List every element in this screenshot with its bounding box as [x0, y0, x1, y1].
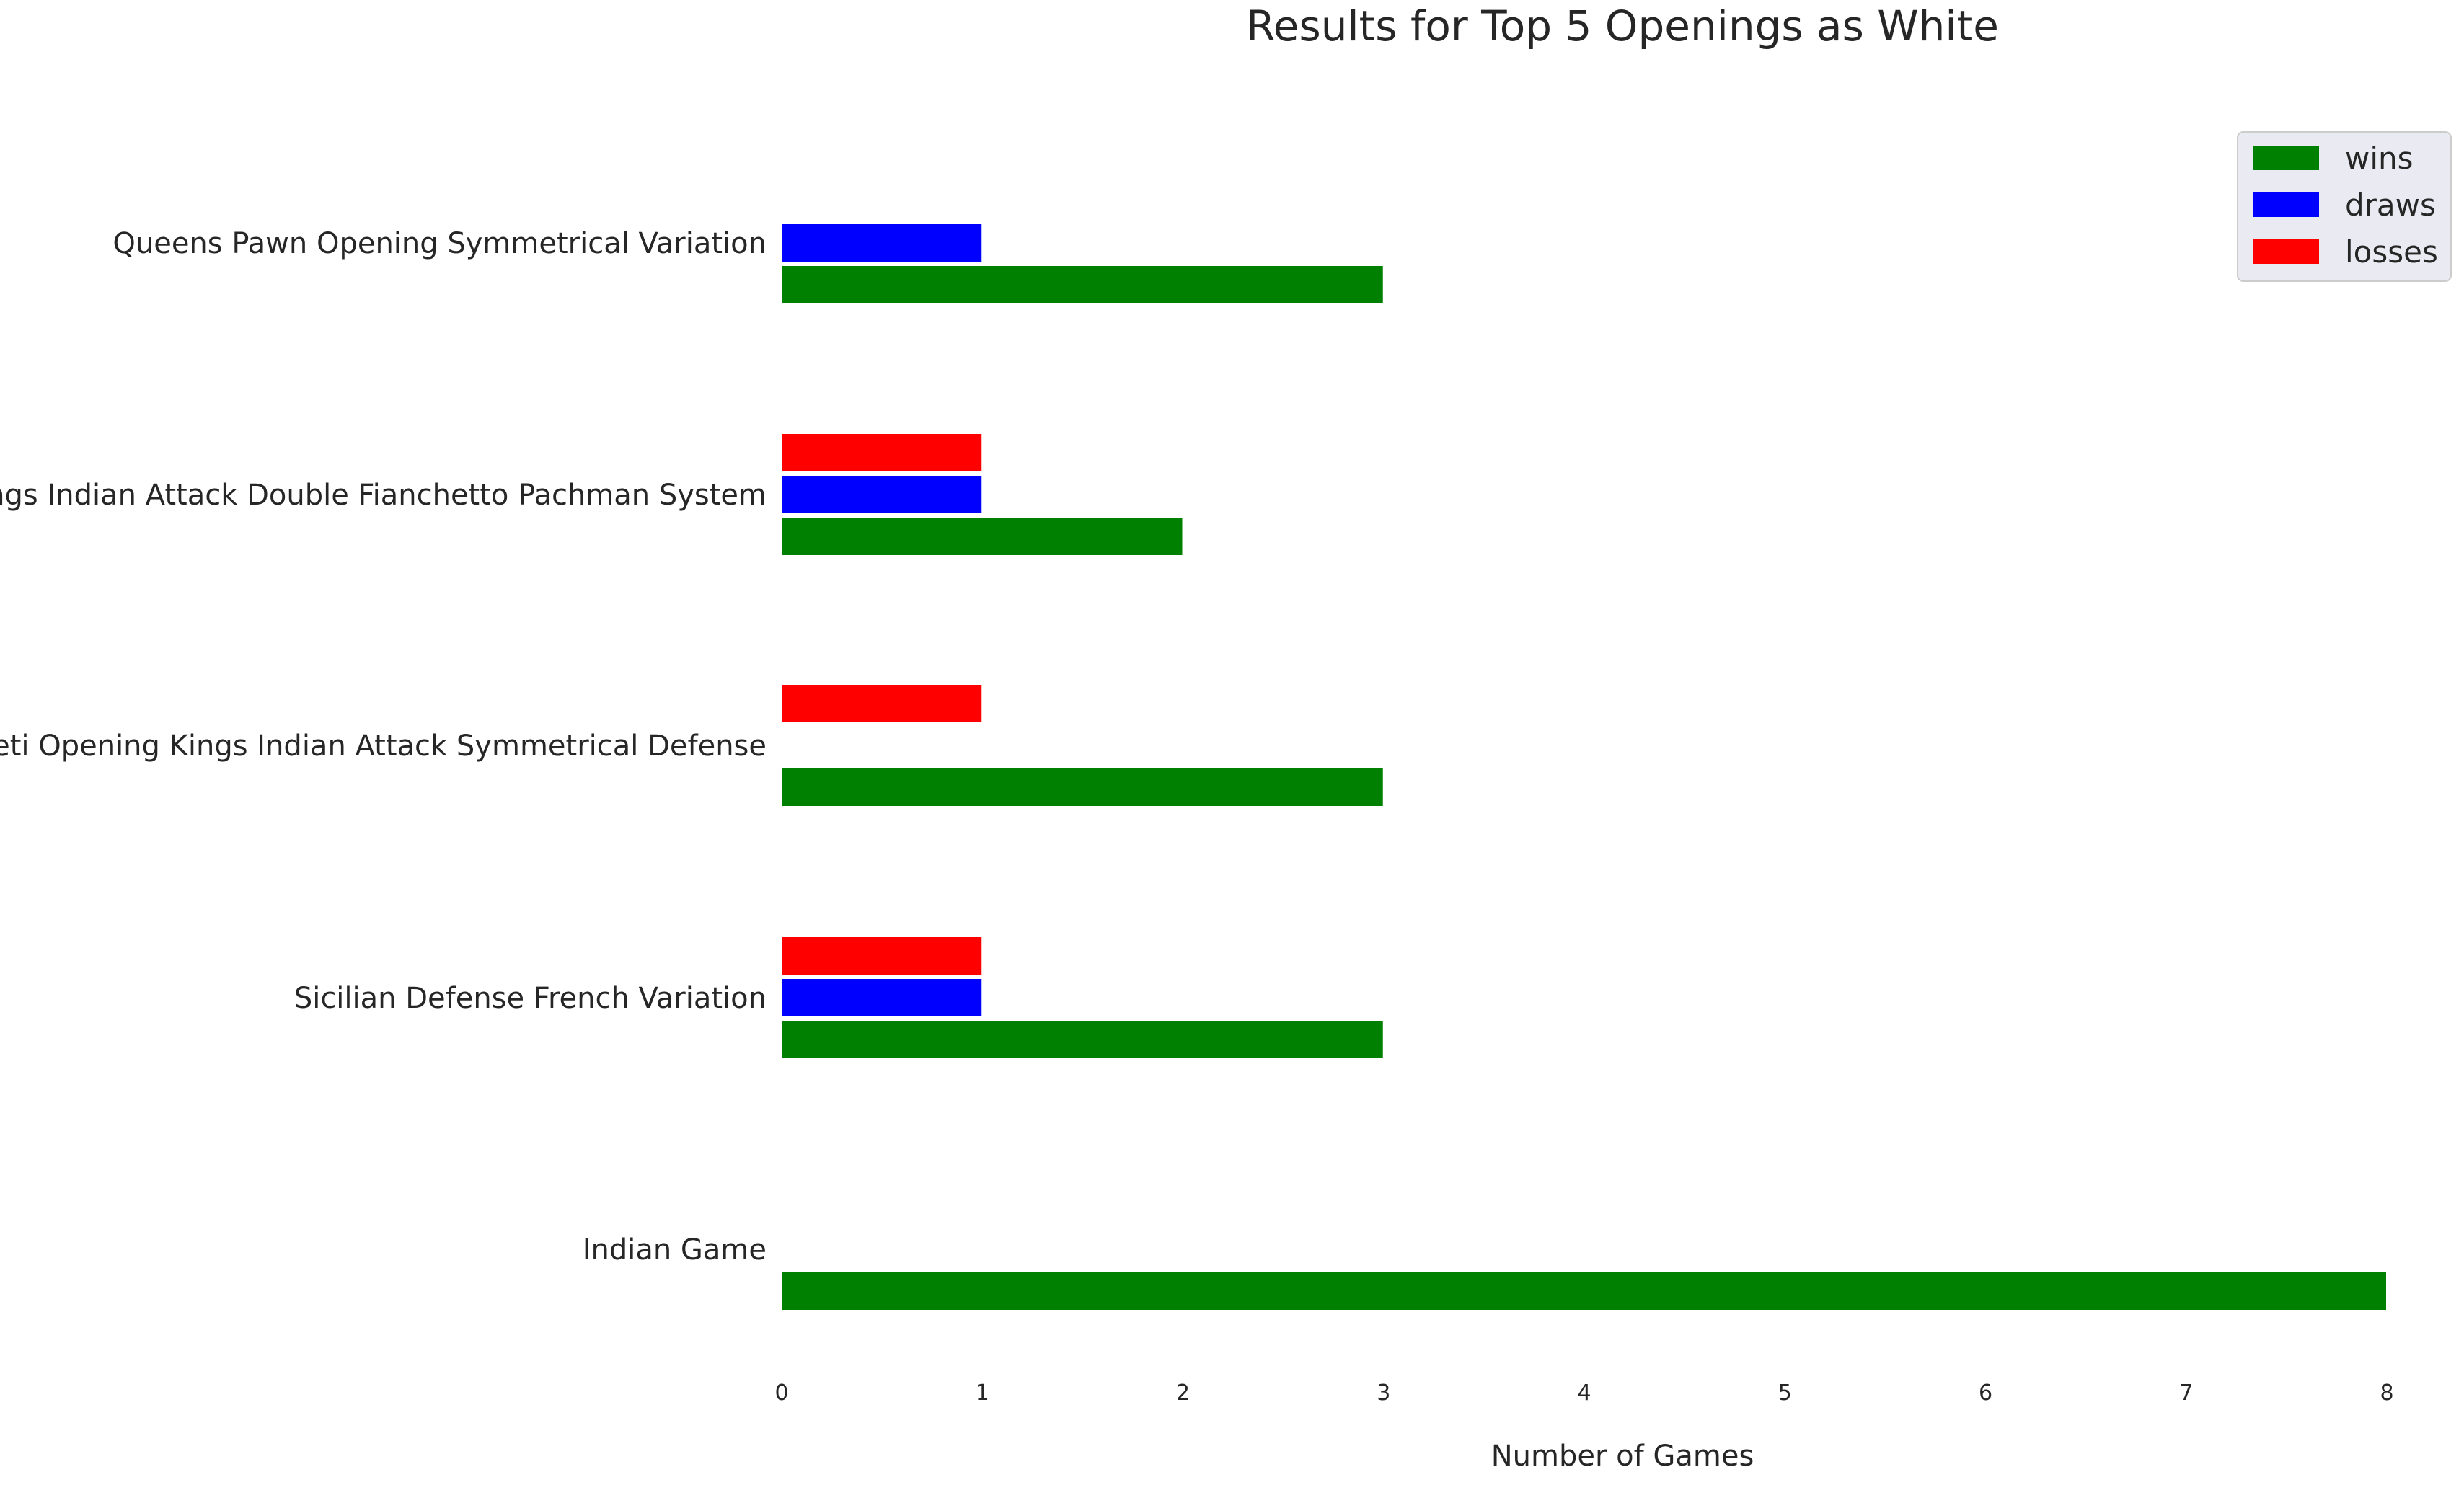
y-tick-label: Sicilian Defense French Variation [294, 982, 767, 1015]
y-tick-label: Indian Game [583, 1233, 767, 1267]
y-tick-label: Reti Opening Kings Indian Attack Symmetr… [0, 730, 767, 763]
x-tick-label: 6 [1979, 1380, 1992, 1406]
x-tick-label: 4 [1577, 1380, 1591, 1406]
y-tick-labels: Indian Game Sicilian Defense French Varia… [0, 227, 767, 1267]
x-tick-label: 3 [1377, 1380, 1390, 1406]
bar-wins [781, 516, 1184, 557]
x-tick-label: 2 [1176, 1380, 1190, 1406]
bar-wins [781, 1019, 1385, 1060]
legend-swatch-draws [2253, 192, 2319, 217]
chart-title: Results for Top 5 Openings as White [1246, 1, 1999, 50]
y-tick-label: Queens Pawn Opening Symmetrical Variatio… [112, 227, 767, 260]
y-tick-label: Kings Indian Attack Double Fianchetto Pa… [0, 479, 767, 512]
legend: wins draws losses [2237, 131, 2452, 282]
bar-draws [781, 978, 984, 1018]
bar-wins [781, 265, 1385, 305]
legend-label-losses: losses [2345, 234, 2438, 270]
bar-wins [781, 767, 1385, 807]
bar-losses [781, 433, 984, 473]
bar-losses [781, 936, 984, 976]
x-tick-label: 0 [774, 1380, 788, 1406]
legend-swatch-losses [2253, 239, 2319, 264]
bar-losses [781, 683, 984, 724]
x-tick-label: 8 [2380, 1380, 2393, 1406]
bar-draws [781, 474, 984, 515]
legend-swatch-wins [2253, 146, 2319, 170]
bars-group [781, 223, 2388, 1311]
x-tick-label: 7 [2179, 1380, 2193, 1406]
legend-label-wins: wins [2345, 141, 2414, 176]
x-tick-labels: 0 1 2 3 4 5 6 7 8 [774, 1380, 2393, 1406]
x-tick-label: 1 [976, 1380, 989, 1406]
bar-wins [781, 1271, 2388, 1311]
x-axis-label: Number of Games [1491, 1440, 1754, 1473]
legend-label-draws: draws [2345, 187, 2436, 223]
x-tick-label: 5 [1778, 1380, 1792, 1406]
bar-draws [781, 223, 984, 263]
